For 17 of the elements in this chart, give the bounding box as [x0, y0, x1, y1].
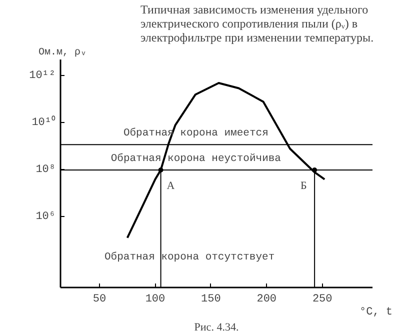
- y-tick-label: 10⁶: [36, 210, 56, 223]
- x-axis-title: °C, t: [359, 306, 393, 318]
- annotation: Обратная корона отсутствует: [104, 252, 275, 264]
- x-tick-label: 150: [201, 294, 221, 306]
- y-tick-label: 10¹⁰: [32, 114, 56, 129]
- x-tick-label: 100: [145, 294, 166, 306]
- x-tick-label: 200: [256, 294, 277, 306]
- chart-title: Типичная зависимость изменения удельного электрического сопротивления пыли (ρᵥ) в электрофильтре при изменении температуры.: [140, 2, 374, 44]
- ref-line-label: Обратная корона неустойчива: [110, 152, 281, 165]
- annotation: Б: [300, 180, 307, 192]
- x-tick-label: 50: [92, 294, 106, 306]
- x-tick-label: 250: [312, 294, 332, 306]
- y-tick-label: 10⁸: [36, 164, 56, 176]
- y-axis-title: Ом.м, ρᵥ: [38, 48, 87, 58]
- annotation: А: [166, 180, 175, 192]
- y-tick-label: 10¹²: [29, 70, 56, 82]
- text: Рис. 4.34.: [194, 322, 239, 334]
